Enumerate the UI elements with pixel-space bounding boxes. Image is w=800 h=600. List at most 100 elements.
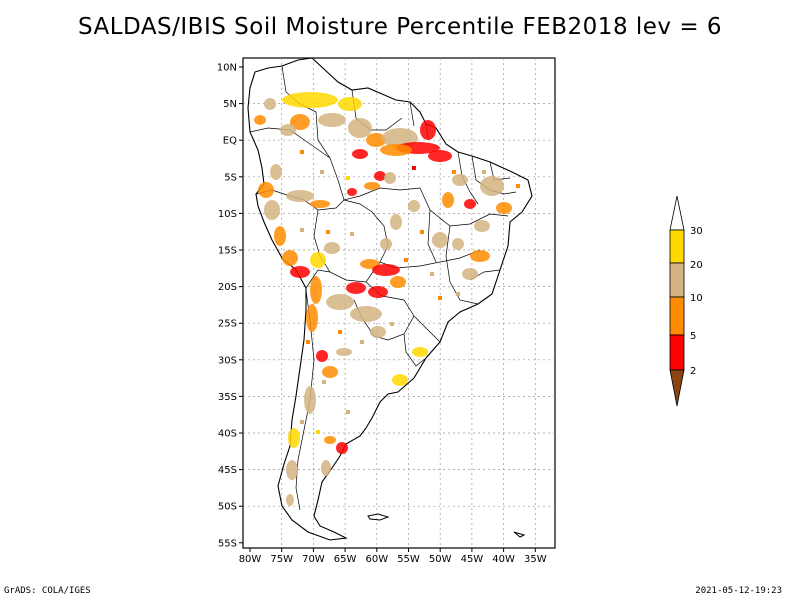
lat-tick-label: 20S: [218, 282, 237, 293]
latitude-labels: 10N 5N EQ 5S 10S 15S 20S 25S 30S 35S 40S 45S 50S 55S: [217, 63, 237, 550]
lon-tick-label: 50W: [429, 554, 452, 565]
percentile-patch: [474, 220, 490, 232]
percentile-patch: [264, 98, 276, 110]
percentile-patch: [336, 348, 352, 356]
lat-tick-label: 50S: [218, 502, 237, 513]
percentile-patch: [432, 232, 448, 248]
percentile-speckle: [412, 166, 416, 170]
percentile-patch: [290, 114, 310, 130]
lon-tick-label: 40W: [492, 554, 515, 565]
lat-tick-label: 30S: [218, 355, 237, 366]
lon-tick-label: 60W: [365, 554, 388, 565]
footer-credit: GrADS: COLA/IGES: [4, 586, 91, 596]
lon-tick-label: 65W: [334, 554, 357, 565]
percentile-patch: [346, 282, 366, 294]
falkland-islands: [367, 513, 390, 521]
percentile-patch: [352, 149, 368, 159]
percentile-patch: [392, 374, 408, 386]
percentile-speckle: [306, 340, 310, 344]
percentile-patch: [290, 266, 310, 278]
colorbar-label-20: 20: [690, 260, 703, 271]
percentile-speckle: [430, 272, 434, 276]
percentile-patch: [282, 250, 298, 266]
longitude-labels: 80W 75W 70W 65W 60W 55W 50W 45W 40W 35W: [239, 554, 547, 565]
lat-tick-label: 10S: [218, 209, 237, 220]
colorbar-bin-5-10: [669, 296, 685, 336]
colorbar-bin-20-30: [669, 229, 685, 264]
lat-tick-label: 5S: [224, 172, 237, 183]
percentile-speckle: [322, 380, 326, 384]
colorbar-label-10: 10: [690, 293, 703, 304]
colorbar-bin-2-5: [669, 334, 685, 371]
colorbar-bin-10-20: [669, 262, 685, 298]
map-title: SALDAS/IBIS Soil Moisture Percentile FEB…: [77, 14, 723, 40]
percentile-patch: [324, 242, 340, 254]
percentile-patch: [270, 164, 282, 180]
percentile-patch: [464, 199, 476, 209]
percentile-speckle: [404, 258, 408, 262]
percentile-patches: [254, 92, 520, 506]
percentile-patch: [310, 276, 322, 304]
percentile-patch: [286, 494, 294, 506]
percentile-patch: [316, 350, 328, 362]
percentile-patch: [420, 120, 436, 140]
lon-tick-label: 75W: [270, 554, 293, 565]
colorbar-label-2: 2: [690, 366, 696, 377]
percentile-patch: [348, 118, 372, 138]
percentile-patch: [442, 192, 454, 208]
percentile-speckle: [300, 150, 304, 154]
percentile-patch: [326, 294, 354, 310]
percentile-patch: [254, 115, 266, 125]
colorbar-top-arrow: [669, 195, 685, 231]
percentile-patch: [412, 347, 428, 357]
percentile-speckle: [346, 410, 350, 414]
percentile-patch: [258, 182, 274, 198]
lat-tick-label: 55S: [218, 538, 237, 549]
lat-tick-label: 15S: [218, 246, 237, 257]
percentile-patch: [380, 238, 392, 250]
lat-tick-label: EQ: [223, 136, 237, 147]
percentile-speckle: [350, 232, 354, 236]
lon-tick-label: 55W: [397, 554, 420, 565]
lon-tick-label: 35W: [524, 554, 547, 565]
lon-tick-label: 80W: [239, 554, 262, 565]
percentile-patch: [286, 460, 298, 480]
percentile-patch: [372, 264, 400, 276]
lon-tick-label: 70W: [302, 554, 325, 565]
percentile-patch: [390, 214, 402, 230]
percentile-speckle: [482, 170, 486, 174]
percentile-patch: [384, 172, 396, 184]
percentile-speckle: [300, 420, 304, 424]
percentile-speckle: [316, 430, 320, 434]
percentile-patch: [274, 226, 286, 246]
percentile-patch: [452, 174, 468, 186]
colorbar: 30 20 10 5 2: [669, 195, 703, 407]
percentile-speckle: [346, 176, 350, 180]
percentile-speckle: [438, 296, 442, 300]
percentile-patch: [390, 276, 406, 288]
percentile-patch: [288, 428, 300, 448]
percentile-patch: [310, 200, 330, 208]
percentile-patch: [310, 252, 326, 268]
colorbar-label-5: 5: [690, 331, 696, 342]
percentile-patch: [338, 97, 362, 111]
lat-tick-label: 10N: [217, 63, 237, 74]
percentile-speckle: [338, 330, 342, 334]
percentile-speckle: [360, 340, 364, 344]
percentile-speckle: [516, 184, 520, 188]
lat-tick-label: 40S: [218, 429, 237, 440]
percentile-patch: [306, 304, 318, 332]
percentile-speckle: [456, 292, 460, 296]
lat-tick-label: 25S: [218, 319, 237, 330]
percentile-patch: [368, 286, 388, 298]
percentile-patch: [374, 171, 386, 181]
percentile-speckle: [300, 228, 304, 232]
percentile-speckle: [326, 230, 330, 234]
percentile-patch: [347, 188, 357, 196]
island-east: [513, 531, 526, 538]
percentile-patch: [286, 190, 314, 202]
percentile-patch: [264, 200, 280, 220]
percentile-patch: [321, 460, 331, 476]
percentile-patch: [496, 202, 512, 214]
lat-tick-label: 45S: [218, 465, 237, 476]
